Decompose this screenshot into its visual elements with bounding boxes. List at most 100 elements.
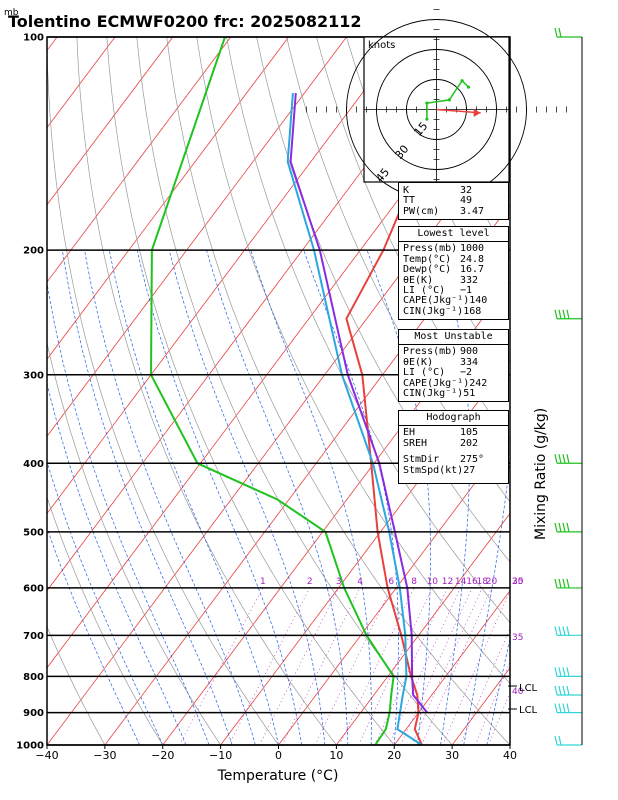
pressure-tick-label: 100: [23, 33, 44, 44]
index-label: CIN(Jkg⁻¹): [403, 305, 464, 317]
hodograph-point: [425, 101, 429, 105]
index-label: θE(K): [403, 356, 434, 368]
x-axis-label: Temperature (°C): [217, 768, 339, 784]
dry-adiabat-line: [526, 37, 618, 745]
pressure-tick-label: 200: [23, 246, 44, 257]
mixing-ratio-label: 12: [442, 577, 453, 587]
index-label: PW(cm): [403, 205, 440, 217]
index-value: 140: [469, 295, 488, 307]
index-label: Dewp(°C): [403, 264, 452, 276]
dry-adiabat-line: [166, 37, 510, 745]
dewpoint-profile: [149, 37, 395, 745]
index-label: EH: [403, 427, 416, 439]
index-row: StmSpd(kt) 27: [399, 464, 508, 476]
isotherm-line: [336, 512, 510, 745]
index-row: LI (°C) −2: [399, 367, 508, 379]
index-label: TT: [403, 195, 416, 207]
mixing-ratio-line: [488, 691, 510, 745]
x-tick-label: −10: [209, 749, 232, 762]
index-value: 334: [460, 356, 479, 368]
mixing-ratio-line: [228, 587, 311, 745]
moist-adiabat-line: [61, 250, 233, 745]
index-value: 105: [460, 427, 479, 439]
hodograph-units: knots: [368, 40, 395, 51]
moist-adiabat-line: [108, 250, 279, 745]
index-row: LI (°C) −1: [399, 285, 508, 297]
wind-barb: [554, 626, 582, 636]
x-tick-label: −40: [35, 749, 58, 762]
storm-motion-vector: [436, 108, 481, 114]
wind-barb: [554, 685, 582, 696]
index-value: 332: [460, 274, 479, 286]
hodograph-heading: Hodograph: [399, 411, 508, 427]
index-row: EH 105: [399, 427, 508, 439]
mixing-ratio-line: [179, 587, 264, 745]
moist-adiabat-line: [47, 526, 140, 745]
mixing-ratio-label: 35: [512, 633, 523, 643]
mixing-ratio-label: 14: [455, 577, 467, 587]
index-value: 900: [460, 346, 479, 358]
index-row: PW(cm) 3.47: [399, 205, 508, 217]
moist-adiabat-line: [486, 636, 510, 745]
index-label: LI (°C): [403, 285, 446, 297]
index-value: 27: [463, 464, 476, 476]
pressure-tick-label: 500: [23, 527, 44, 538]
moist-adiabat-line: [438, 250, 470, 745]
moist-adiabat-line: [250, 249, 372, 745]
isotherm-line: [278, 435, 510, 745]
mixing-ratio-label: 3: [336, 577, 342, 587]
mixing-ratio-label: 8: [411, 577, 417, 587]
mixing-ratio-label: 6: [388, 577, 394, 587]
dry-adiabat-line: [196, 37, 510, 685]
x-tick-label: 10: [329, 749, 343, 762]
index-row: CAPE(Jkg⁻¹) 242: [399, 377, 508, 389]
mixing-ratio-line: [411, 587, 483, 745]
mixing-ratio-label: 2: [307, 577, 313, 587]
wind-barb: [554, 667, 582, 677]
indices-lowest-box: Lowest level Press(mb) 1000 Temp(°C) 24.8 De…: [398, 226, 509, 321]
mixing-ratio-label: 1: [260, 577, 266, 587]
isotherm-line: [47, 37, 289, 360]
isotherm-line: [47, 37, 232, 283]
isotherm-line: [104, 204, 510, 745]
wind-barb: [554, 309, 582, 320]
wind-barb: [554, 703, 582, 714]
index-value: 1000: [460, 243, 485, 255]
lcl-label-2: LCL: [519, 705, 538, 716]
mixing-ratio-label: 4: [357, 577, 363, 587]
moist-adiabat-line: [366, 249, 431, 745]
x-tick-label: 40: [503, 749, 517, 762]
index-label: CAPE(Jkg⁻¹): [403, 295, 470, 307]
index-value: −1: [460, 285, 473, 297]
mixing-ratio-line: [400, 587, 473, 745]
index-row: CIN(Jkg⁻¹) 51: [399, 388, 508, 399]
mixing-ratio-label: 20: [486, 577, 498, 587]
index-label: LI (°C): [403, 367, 446, 379]
mixing-ratio-line: [442, 589, 510, 745]
pressure-tick-label: 1000: [16, 741, 44, 752]
index-label: SREH: [403, 437, 428, 449]
mixing-ratio-label: 30: [512, 577, 524, 587]
dry-adiabat-line: [226, 37, 510, 624]
index-value: 168: [463, 305, 482, 317]
mixing-ratio-label: 18: [476, 577, 488, 587]
temperature-profile: [345, 37, 487, 745]
dry-adiabat-line: [47, 495, 164, 745]
mixing-ratio-axis-label: Mixing Ratio (g/kg): [533, 408, 549, 540]
pressure-tick-label: 900: [23, 708, 44, 719]
index-value: 275°: [460, 454, 485, 466]
dry-adiabat-line: [286, 37, 510, 503]
mixing-ratio-label: 25: [512, 577, 523, 587]
index-value: 32: [460, 185, 473, 196]
index-label: Temp(°C): [403, 253, 452, 265]
lowest-level-heading: Lowest level: [399, 227, 508, 243]
indices-unstable-box: Most Unstable Press(mb) 900 θE(K) 334 LI (°C…: [398, 329, 509, 403]
dry-adiabat-line: [47, 625, 106, 745]
hodograph-point: [466, 85, 471, 89]
index-label: CAPE(Jkg⁻¹): [403, 377, 470, 389]
background-lines: [47, 37, 618, 745]
x-tick-label: −20: [151, 749, 174, 762]
most-unstable-heading: Most Unstable: [399, 330, 508, 346]
x-tick-label: 30: [445, 749, 459, 762]
